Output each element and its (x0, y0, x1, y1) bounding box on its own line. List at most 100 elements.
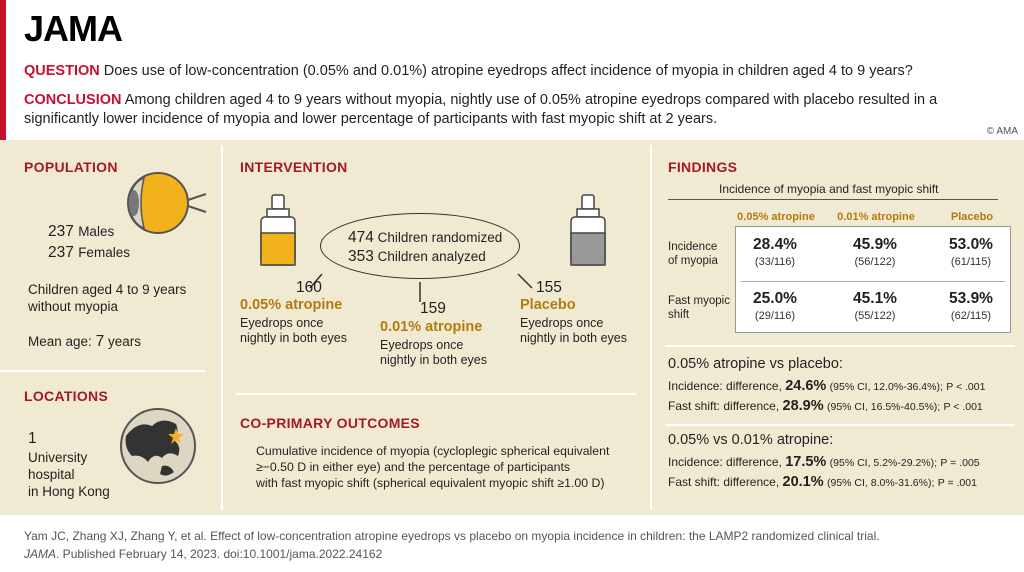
conclusion-label: CONCLUSION (24, 92, 122, 108)
table-cell-frac: (29/116) (754, 310, 796, 322)
question-label: QUESTION (24, 63, 100, 79)
citation-line-1: Yam JC, Zhang XJ, Zhang Y, et al. Effect… (24, 529, 880, 543)
journal-logo: JAMA (24, 8, 123, 49)
analyzed-label: Children analyzed (377, 249, 486, 264)
citation-line-2: JAMA. Published February 14, 2023. doi:1… (24, 545, 880, 563)
stat-p: P < .001 (943, 401, 983, 413)
eye-icon (127, 172, 207, 234)
row-divider (741, 281, 1005, 282)
comparison-1-line-1: Incidence: difference, 24.6% (95% CI, 12… (668, 378, 985, 394)
globe-icon (120, 408, 196, 484)
arm-1-desc-2: nightly in both eyes (240, 331, 348, 345)
arm-connectors (309, 273, 533, 302)
stat-ci: (95% CI, 8.0%-31.6%); (826, 477, 935, 489)
locations-line3: in Hong Kong (28, 484, 110, 499)
stat-prefix: Fast shift: difference, (668, 399, 780, 413)
locations-line1: University (28, 450, 88, 465)
findings-subtitle: Incidence of myopia and fast myopic shif… (719, 182, 939, 196)
population-title: POPULATION (24, 159, 118, 175)
table-cell-pct: 45.1% (853, 290, 897, 307)
randomized-oval (320, 213, 520, 279)
analyzed: 353 Children analyzed (348, 248, 486, 265)
stat-value: 20.1% (782, 474, 824, 490)
col-head-2: 0.01% atropine (837, 211, 915, 223)
intervention-title: INTERVENTION (240, 159, 348, 175)
arm-3-n: 155 (536, 279, 562, 296)
stat-prefix: Fast shift: difference, (668, 475, 780, 489)
divider (665, 424, 1015, 426)
females: 237 Females (48, 244, 130, 261)
randomized: 474 Children randomized (348, 229, 502, 246)
table-cell-pct: 25.0% (753, 290, 797, 307)
table-cell-frac: (62/115) (950, 310, 992, 322)
footer (0, 515, 1024, 572)
table-cell-frac: (33/116) (754, 256, 796, 268)
males: 237 Males (48, 223, 114, 240)
analyzed-count: 353 (348, 248, 374, 265)
mean-age-unit: years (107, 334, 141, 349)
findings-table (735, 226, 1011, 333)
question: QUESTION Does use of low-concentration (… (24, 62, 913, 80)
citation: Yam JC, Zhang XJ, Zhang Y, et al. Effect… (24, 527, 880, 563)
males-label: Males (78, 224, 115, 239)
outcomes-line2: ≥−0.50 D in either eye) and the percenta… (256, 460, 571, 474)
row-1-label-1: Incidence (668, 241, 718, 253)
table-cell-frac: (55/122) (854, 310, 896, 322)
divider (665, 345, 1015, 347)
stat-value: 24.6% (785, 378, 827, 394)
divider (236, 393, 636, 395)
row-2-label-2: shift (668, 309, 690, 321)
locations-count: 1 (28, 430, 37, 447)
comparison-1-title: 0.05% atropine vs placebo: (668, 356, 843, 372)
arm-1-desc-1: Eyedrops once (240, 316, 324, 330)
arm-2-desc-2: nightly in both eyes (380, 353, 488, 367)
table-cell-pct: 28.4% (753, 236, 797, 253)
females-count: 237 (48, 244, 74, 261)
row-1-label-2: of myopia (668, 255, 718, 267)
table-cell-frac: (61/115) (950, 256, 992, 268)
table-cell-pct: 53.9% (949, 290, 993, 307)
population-desc: Children aged 4 to 9 years without myopi… (28, 282, 187, 314)
mean-age: Mean age: 7 years (28, 333, 141, 350)
comparison-1-line-2: Fast shift: difference, 28.9% (95% CI, 1… (668, 398, 983, 414)
arm-1-n: 160 (296, 279, 322, 296)
stat-ci: (95% CI, 12.0%-36.4%); (829, 381, 943, 393)
arm-3-name: Placebo (520, 297, 576, 313)
accent-bar (0, 0, 6, 140)
stat-ci: (95% CI, 5.2%-29.2%); (829, 457, 938, 469)
divider (650, 145, 652, 510)
placebo-bottle-icon (570, 194, 606, 266)
males-count: 237 (48, 223, 74, 240)
table-cell-pct: 45.9% (853, 236, 897, 253)
divider (221, 145, 223, 510)
findings-title: FINDINGS (668, 159, 738, 175)
table-cell-pct: 53.0% (949, 236, 993, 253)
stat-value: 17.5% (785, 454, 827, 470)
arm-2-n: 159 (420, 300, 446, 317)
stat-ci: (95% CI, 16.5%-40.5%); (826, 401, 941, 413)
comparison-2-title: 0.05% vs 0.01% atropine: (668, 432, 834, 448)
randomized-label: Children randomized (377, 230, 503, 245)
header (0, 0, 1024, 140)
outcomes-title: CO-PRIMARY OUTCOMES (240, 415, 420, 431)
table-cell-frac: (56/122) (854, 256, 896, 268)
stat-p: P = .001 (937, 477, 977, 489)
col-head-3: Placebo (950, 211, 994, 223)
citation-journal: JAMA (24, 547, 57, 561)
copyright: © AMA (986, 126, 1018, 137)
locations-line2: hospital (28, 467, 75, 482)
arm-2-desc-1: Eyedrops once (380, 338, 464, 352)
comparison-2-line-1: Incidence: difference, 17.5% (95% CI, 5.… (668, 454, 980, 470)
outcomes-line3: with fast myopic shift (spherical equiva… (256, 476, 605, 490)
conclusion: CONCLUSION Among children aged 4 to 9 ye… (24, 91, 984, 129)
stat-prefix: Incidence: difference, (668, 455, 782, 469)
stat-prefix: Incidence: difference, (668, 379, 782, 393)
locations-title: LOCATIONS (24, 388, 109, 404)
mean-age-value: 7 (95, 333, 105, 350)
outcomes-line1: Cumulative incidence of myopia (cyclople… (256, 444, 610, 458)
atropine-bottle-icon (260, 194, 296, 266)
question-text: Does use of low-concentration (0.05% and… (103, 63, 913, 79)
randomized-count: 474 (348, 229, 374, 246)
citation-details: . Published February 14, 2023. doi:10.10… (56, 547, 383, 561)
arm-2-name: 0.01% atropine (380, 319, 483, 335)
